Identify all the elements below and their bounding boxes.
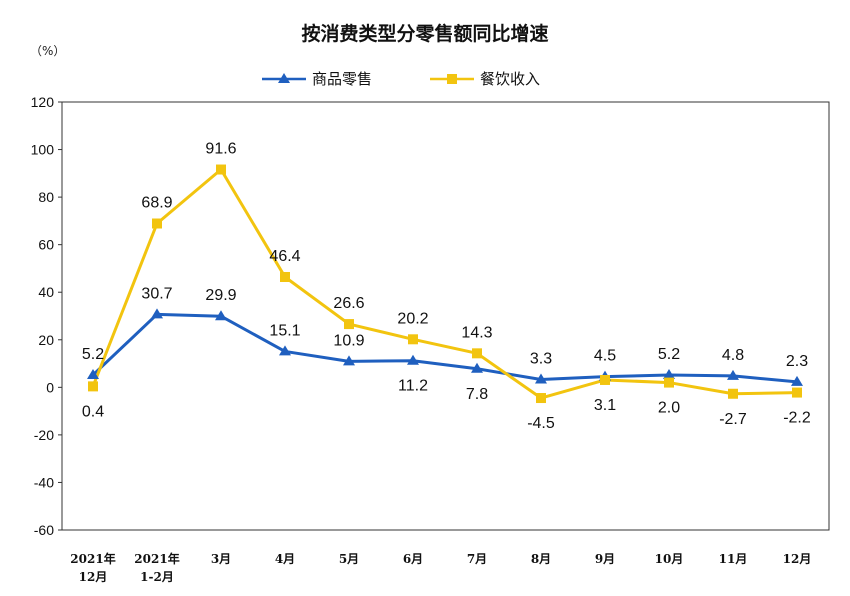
retail-point [407, 354, 419, 365]
retail-data-label: 3.3 [530, 350, 552, 367]
legend-catering-square-marker [447, 74, 457, 84]
catering-data-label: 2.0 [658, 400, 680, 417]
retail-point [727, 369, 739, 380]
catering-point [536, 393, 546, 404]
retail-data-label: 29.9 [205, 287, 236, 304]
y-tick-label: 100 [31, 142, 55, 158]
y-unit-label: （%） [30, 44, 65, 58]
x-tick-label: 5月 [339, 552, 359, 566]
legend: 商品零售 餐饮收入 [262, 70, 540, 88]
retail-point [87, 368, 99, 379]
x-tick-label: 12月 [783, 552, 812, 566]
x-tick-label: 1-2月 [140, 570, 174, 584]
y-tick-label: -20 [34, 427, 54, 443]
catering-data-label: -2.7 [719, 411, 747, 428]
retail-point [535, 373, 547, 384]
retail-point [663, 368, 675, 379]
catering-point [280, 272, 290, 283]
y-tick-label: 0 [46, 379, 54, 395]
x-tick-label: 6月 [403, 552, 423, 566]
catering-point [216, 164, 226, 175]
y-tick-label: 80 [38, 189, 54, 205]
retail-data-label: 4.5 [594, 348, 616, 365]
y-tick-label: -60 [34, 522, 54, 538]
retail-data-label: 10.9 [333, 332, 364, 349]
x-axis: 2021年 12月 2021年 1-2月 3月 4月 5月 6月 7月 8月 9月 10月 11月 12月 [70, 551, 811, 584]
catering-data-label: 14.3 [461, 324, 492, 341]
legend-catering-label: 餐饮收入 [480, 70, 540, 88]
catering-data-label: 20.2 [397, 310, 428, 327]
catering-data-label: 3.1 [594, 397, 616, 414]
chart-title: 按消费类型分零售额同比增速 [301, 22, 548, 45]
catering-data-label: 0.4 [82, 403, 104, 420]
catering-point [664, 377, 674, 388]
retail-point [151, 308, 163, 319]
catering-point [472, 348, 482, 359]
retail-data-label: 7.8 [466, 386, 488, 403]
x-tick-label: 4月 [275, 552, 295, 566]
catering-point [88, 381, 98, 392]
legend-retail-triangle-marker [278, 73, 290, 83]
y-tick-label: 40 [38, 284, 54, 300]
series-line-retail [91, 312, 798, 384]
catering-point [152, 218, 162, 229]
catering-data-label: 91.6 [205, 141, 236, 158]
y-tick-label: 60 [38, 237, 54, 253]
x-tick-label: 7月 [467, 552, 487, 566]
retail-point [791, 375, 803, 386]
x-tick-label: 12月 [79, 570, 108, 584]
catering-data-label: 68.9 [141, 195, 172, 212]
retail-point [215, 310, 227, 321]
retail-data-label: 30.7 [141, 285, 172, 302]
x-tick-label: 10月 [655, 552, 684, 566]
x-tick-label: 2021年 [70, 551, 115, 566]
catering-data-label: -4.5 [527, 415, 555, 432]
retail-data-label: 5.2 [82, 346, 104, 363]
series-line-catering [91, 168, 798, 400]
x-tick-label: 9月 [595, 552, 615, 566]
catering-point [408, 334, 418, 345]
y-tick-label: -40 [34, 474, 54, 490]
catering-point [344, 319, 354, 330]
y-tick-label: 120 [31, 94, 55, 110]
catering-data-label: -2.2 [783, 410, 811, 427]
y-tick-label: 20 [38, 332, 54, 348]
y-axis: -60 -40 -20 0 20 40 60 80 100 120 [31, 94, 62, 538]
legend-item-catering: 餐饮收入 [430, 70, 540, 88]
x-tick-label: 11月 [719, 552, 748, 566]
x-tick-label: 8月 [531, 552, 551, 566]
catering-point [792, 387, 802, 398]
retail-data-label: 15.1 [269, 322, 300, 339]
catering-data-label: 26.6 [333, 295, 364, 312]
retail-point [279, 345, 291, 356]
x-tick-label: 2021年 [134, 551, 179, 566]
data-labels-layer: 5.2 30.7 29.9 15.1 10.9 11.2 7.8 3.3 4.5 5.2 4.8 2.… [82, 141, 811, 433]
retail-data-label: 11.2 [398, 378, 428, 395]
legend-retail-label: 商品零售 [312, 70, 372, 88]
x-tick-label: 3月 [211, 552, 231, 566]
plot-frame [61, 101, 830, 531]
catering-point [728, 388, 738, 399]
retail-point [343, 355, 355, 366]
series-layer [87, 164, 803, 404]
retail-data-label: 4.8 [722, 347, 744, 364]
catering-point [600, 374, 610, 385]
legend-item-retail: 商品零售 [262, 70, 372, 88]
catering-data-label: 46.4 [269, 248, 300, 265]
retail-data-label: 2.3 [786, 353, 808, 370]
retail-data-label: 5.2 [658, 346, 680, 363]
retail-point [471, 362, 483, 373]
